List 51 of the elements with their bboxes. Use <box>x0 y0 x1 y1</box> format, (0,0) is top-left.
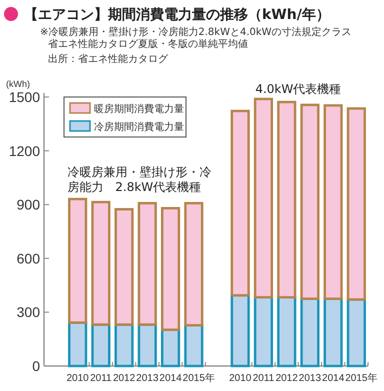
bar <box>230 110 250 297</box>
legend-label: 暖房期間消費電力量 <box>94 103 184 115</box>
x-tick-label: 2015年 <box>345 372 378 384</box>
bar <box>68 198 88 324</box>
y-tick-label: 1200 <box>8 142 40 159</box>
y-axis-title: (kWh) <box>6 79 30 89</box>
y-tick-label: 0 <box>32 358 40 374</box>
x-tick-label: 2014 <box>159 373 182 384</box>
bar <box>277 100 296 299</box>
bar <box>346 298 366 368</box>
bar <box>300 298 320 368</box>
bar <box>346 107 366 301</box>
bar <box>114 323 134 368</box>
chart-subtitle: ※冷暖房兼用・壁掛け形・冷房能力2.8kWと4.0kWの寸法規定クラス <box>40 26 352 38</box>
bar <box>138 202 157 326</box>
text: 出所：省エネ性能カタログ <box>48 53 169 65</box>
x-tick-label: 2010 <box>66 373 90 384</box>
y-tick-label: 1500 <box>8 89 40 105</box>
bar <box>160 206 180 331</box>
x-tick-label: 2015年 <box>182 372 215 384</box>
bar <box>68 321 88 368</box>
y-tick-label: 600 <box>16 250 40 266</box>
legend-label: 冷房期間消費電力量 <box>94 121 184 133</box>
text: 省エネ性能カタログ夏版・冬版の単純平均値 <box>48 38 248 50</box>
bar <box>91 200 110 326</box>
bar <box>184 202 204 326</box>
annotation: 冷暖房兼用・壁掛け形・冷房能力 2.8kW代表機種 <box>67 165 212 194</box>
chart-title: 【エアコン】期間消費電力量の推移（kWh/年） <box>24 7 330 23</box>
bar <box>277 296 296 368</box>
bar <box>138 323 157 368</box>
bar <box>324 298 343 368</box>
bar <box>230 294 250 368</box>
x-tick-label: 2014 <box>322 373 345 384</box>
x-tick-label: 2012 <box>112 373 136 384</box>
bar <box>160 328 180 368</box>
x-tick-label: 2013 <box>136 373 159 384</box>
bar <box>254 296 274 368</box>
y-tick-label: 900 <box>16 196 40 213</box>
bar <box>324 104 343 300</box>
bar <box>91 323 110 368</box>
x-tick-label: 2012 <box>276 373 298 384</box>
text: 4.0kW代表機種 <box>255 82 342 96</box>
x-tick-label: 2011 <box>252 373 275 384</box>
bar <box>254 98 274 299</box>
bar <box>114 208 134 326</box>
x-tick-label: 2010 <box>229 373 252 384</box>
x-tick-label: 2011 <box>90 373 112 384</box>
bar <box>300 104 320 300</box>
bar <box>184 324 204 368</box>
y-tick-label: 300 <box>16 304 40 320</box>
x-tick-label: 2013 <box>298 373 322 384</box>
